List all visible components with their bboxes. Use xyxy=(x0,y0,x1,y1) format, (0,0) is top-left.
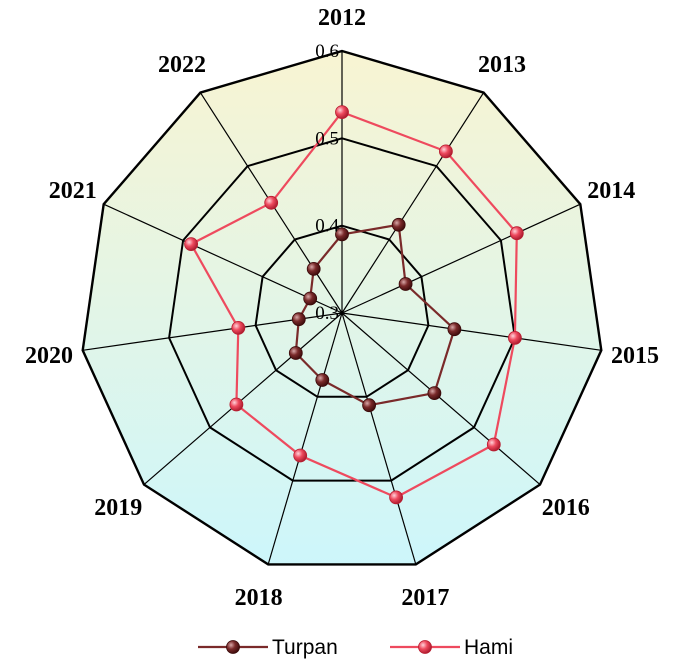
spoke-line xyxy=(103,203,343,314)
category-label: 2016 xyxy=(542,495,590,521)
data-point xyxy=(293,448,308,463)
category-label: 2019 xyxy=(94,495,142,521)
category-label: 2021 xyxy=(49,178,97,204)
category-label: 2012 xyxy=(318,5,366,31)
data-point xyxy=(427,386,442,401)
tick-label: 0.3 xyxy=(315,303,339,324)
data-point xyxy=(362,398,377,413)
data-point xyxy=(264,195,279,210)
spoke-line xyxy=(143,312,343,486)
data-point xyxy=(315,373,330,387)
category-label: 2018 xyxy=(235,585,283,611)
radial-ticks: 0.3 0.4 0.5 0.6 xyxy=(315,41,339,324)
data-point xyxy=(335,105,349,119)
data-point xyxy=(335,227,349,242)
series-turpan xyxy=(288,217,462,413)
legend-label: Hami xyxy=(464,636,513,659)
data-point xyxy=(438,144,453,159)
data-point xyxy=(509,226,524,241)
data-point xyxy=(389,490,404,505)
grid-ring xyxy=(81,49,603,566)
radar-grid xyxy=(81,49,603,566)
category-labels: 2012 2013 2014 2015 2016 2017 2018 2019 2020 2021… xyxy=(25,5,659,611)
radar-series xyxy=(184,105,524,505)
legend: Turpan Hami xyxy=(198,636,513,659)
data-point xyxy=(288,346,303,360)
series-hami xyxy=(184,105,524,505)
tick-label: 0.5 xyxy=(315,128,339,149)
data-point xyxy=(184,237,199,252)
spoke-line xyxy=(341,312,417,565)
legend-label: Turpan xyxy=(272,636,338,659)
tick-label: 0.4 xyxy=(315,216,339,237)
category-label: 2013 xyxy=(478,52,526,78)
data-point xyxy=(231,320,246,335)
data-point xyxy=(303,291,318,306)
legend-item-hami: Hami xyxy=(390,636,513,659)
data-point xyxy=(306,261,321,276)
spoke-line xyxy=(341,203,581,314)
category-label: 2014 xyxy=(587,178,635,204)
legend-item-turpan: Turpan xyxy=(198,636,338,659)
spoke-line xyxy=(267,312,343,565)
spoke-line xyxy=(341,92,485,314)
data-point xyxy=(391,217,406,232)
grid-ring xyxy=(168,137,516,482)
data-point xyxy=(229,397,244,412)
data-point xyxy=(291,312,306,327)
legend-marker xyxy=(418,640,432,654)
category-label: 2015 xyxy=(611,343,659,369)
data-point xyxy=(398,277,413,291)
legend-marker xyxy=(226,640,240,654)
category-label: 2022 xyxy=(158,52,206,78)
grid-ring xyxy=(254,224,430,398)
data-point xyxy=(447,322,462,337)
category-label: 2017 xyxy=(401,585,449,611)
tick-label: 0.6 xyxy=(315,41,339,62)
data-point xyxy=(508,330,522,345)
spoke-line xyxy=(341,312,602,351)
data-point xyxy=(486,437,501,452)
spoke-line xyxy=(341,312,541,486)
category-label: 2020 xyxy=(25,343,73,369)
series-line-hami xyxy=(189,110,518,499)
